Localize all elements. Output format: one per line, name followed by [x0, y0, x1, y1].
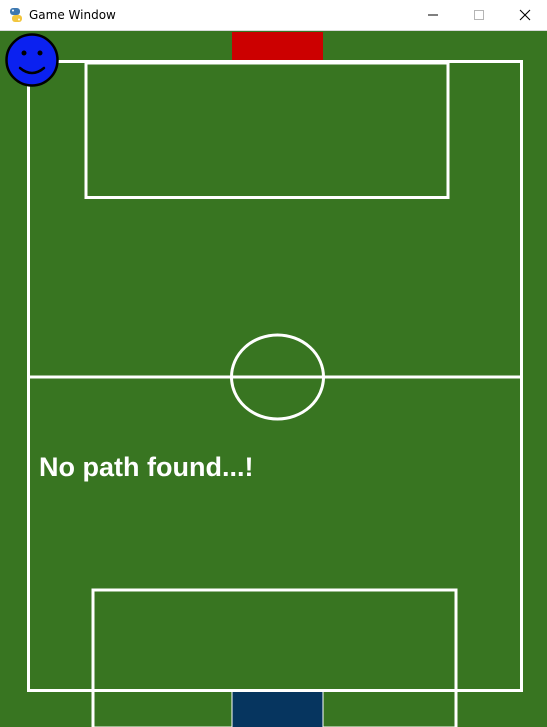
soccer-pitch: [5, 32, 523, 727]
python-snake-icon: [8, 7, 24, 23]
top-penalty-box: [84, 61, 450, 199]
title-bar[interactable]: Game Window: [0, 0, 547, 31]
game-canvas[interactable]: No path found...!: [0, 31, 547, 727]
status-message: No path found...!: [39, 452, 254, 482]
close-button[interactable]: [501, 0, 547, 30]
top-goal: [232, 32, 323, 61]
bottom-goal: [232, 692, 323, 727]
close-icon: [519, 9, 531, 21]
bottom-penalty-box: [91, 588, 458, 727]
center-circle: [230, 333, 325, 421]
maximize-icon: [474, 10, 484, 20]
maximize-button[interactable]: [456, 0, 502, 30]
smiley-face-icon: [5, 33, 59, 87]
window-title: Game Window: [29, 8, 116, 22]
minimize-icon: [428, 14, 438, 16]
minimize-button[interactable]: [410, 0, 456, 30]
